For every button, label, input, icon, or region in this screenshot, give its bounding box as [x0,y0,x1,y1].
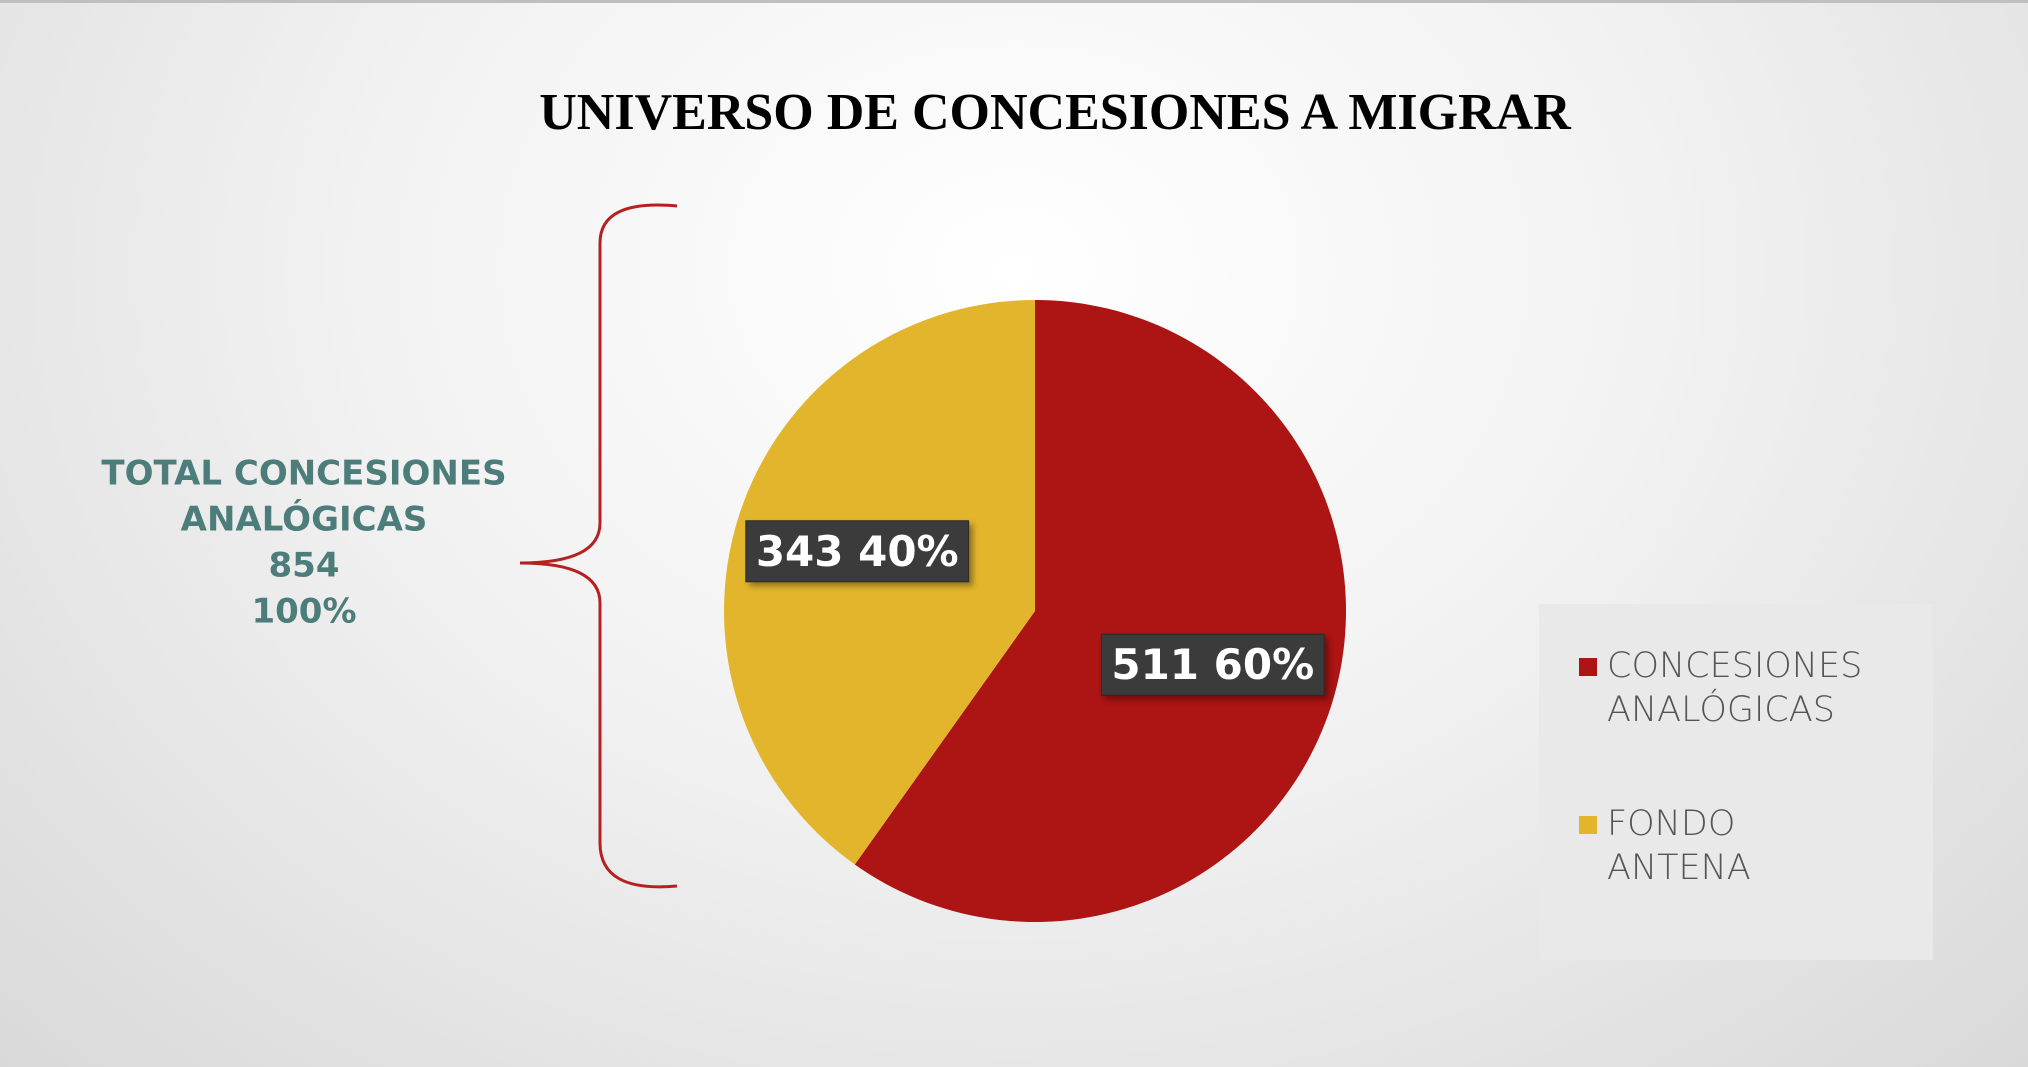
data-label: 343 40% [756,527,959,576]
annotation: 100% [251,592,356,632]
legend-label: FONDO ANTENA [1607,804,1751,888]
data-label-box [1100,633,1325,696]
brace [519,203,678,889]
annotation: ANALÓGICAS [181,499,428,540]
legend-item: CONCESIONES ANALÓGICAS [1579,644,1913,732]
legend-label: CONCESIONES ANALÓGICAS [1607,646,1863,730]
annotation: 854 [269,546,340,586]
annotation: TOTAL CONCESIONES [101,454,506,494]
chart-canvas: UNIVERSO DE CONCESIONES A MIGRAR 511 60%… [101,84,1572,923]
legend: CONCESIONES ANALÓGICAS FONDO ANTENA [1539,604,1933,960]
legend-swatch [1579,658,1597,676]
legend-swatch [1579,816,1597,834]
data-label-box [745,520,970,583]
pie-slice [854,300,1347,923]
chart-title: UNIVERSO DE CONCESIONES A MIGRAR [539,84,1572,141]
data-label: 511 60% [1111,640,1314,689]
legend-item: FONDO ANTENA [1579,802,1913,890]
